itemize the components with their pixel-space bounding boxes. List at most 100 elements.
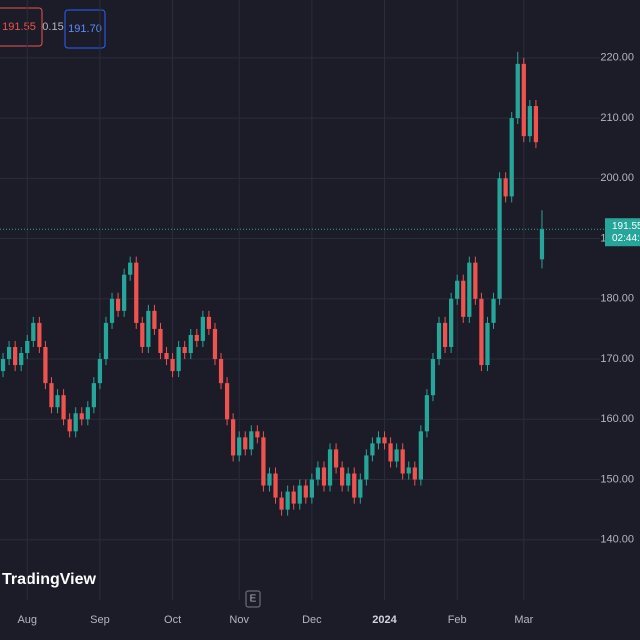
candle-body [85,407,90,420]
candle-body [0,359,6,372]
candle-body [206,316,212,329]
candle-body [249,431,254,450]
y-tick-label: 210.00 [600,112,634,124]
candle-body [152,310,157,329]
candle-body [218,359,224,384]
y-tick-label: 220.00 [600,52,634,64]
candle-body [382,437,387,444]
candle-body [6,346,12,360]
candle-body [49,383,54,408]
candle-body [346,473,351,486]
toolbar-button[interactable] [245,590,261,608]
candle-body [55,395,60,408]
candle-body [267,473,272,486]
candle-body [158,328,163,354]
candle-body [388,443,393,462]
candle-body [509,118,514,197]
candle-body [273,473,278,498]
candle-body [182,346,187,354]
candle-body [194,334,199,341]
candle-body [37,322,42,347]
y-tick-label: 180.00 [600,293,634,305]
buy-box[interactable] [64,9,106,49]
candle-body [527,106,532,137]
candle-body [315,467,321,480]
candle-body [394,449,399,462]
x-tick-label: 2024 [372,614,397,626]
candle-body [115,298,121,311]
candle-body [321,467,327,486]
candle-body [370,443,375,456]
candle-body [521,63,526,137]
toolbar-button-label[interactable]: E [250,594,257,605]
candle-body [418,431,423,480]
candle-body [243,437,248,450]
last-price-tag [605,218,640,247]
candle-body [461,280,466,317]
candle-body [297,485,302,504]
candle-body [479,298,484,366]
candle-body [255,431,260,438]
candle-body [303,485,308,498]
brand-logo: TradingView [2,571,97,588]
candle-body [170,359,175,372]
candle-body [164,353,169,360]
x-tick-label: Dec [302,614,322,626]
candle-body [146,310,151,347]
candle-body [364,455,369,480]
x-tick-label: Feb [448,614,467,626]
y-tick-label: 160.00 [600,413,634,425]
candle-body [19,353,24,366]
candle-body [134,262,139,323]
candle-body [103,322,109,360]
x-tick-label: Aug [17,614,37,626]
sell-box[interactable] [0,7,43,47]
candle-body [261,437,266,486]
candle-body [436,322,442,360]
candle-body [455,280,460,299]
candle-body [430,359,436,396]
candle-body [79,413,84,420]
y-tick-label: 170.00 [600,353,634,365]
candle-body [91,383,96,408]
candle-body [176,346,181,372]
candle-body [200,316,205,341]
countdown-label: 02:44:1 [612,233,640,244]
x-tick-label: Oct [164,614,181,626]
candle-body [61,395,66,420]
candle-body [539,229,545,260]
candle-body [279,497,284,510]
y-tick-label: 140.00 [600,534,634,546]
y-tick-label: 200.00 [600,172,634,184]
x-tick-label: Mar [514,614,533,626]
candle-body [291,491,296,504]
candle-body [491,298,496,323]
candle-body [503,178,508,197]
candle-body [340,467,345,486]
candle-body [412,467,417,480]
candle-body [533,106,539,143]
candle-body [109,298,115,323]
sell-price[interactable]: 191.55 [2,21,36,33]
candle-body [309,479,314,498]
candle-body [67,419,72,432]
buy-price[interactable]: 191.70 [68,23,102,35]
candle-body [212,328,218,360]
candle-body [467,262,472,317]
y-tick-label: 150.00 [600,473,634,485]
candle-body [13,346,18,366]
spread: 0.15 [42,21,63,33]
candle-body [485,322,490,366]
candle-body [128,262,133,275]
candle-body [333,449,339,468]
candle-body [188,334,193,354]
candle-body [442,322,448,347]
candle-body [97,359,103,384]
candle-body [237,437,242,456]
candle-body [376,437,381,444]
candle-body [352,473,357,498]
candle-body [224,383,230,420]
candle-body [73,413,78,432]
x-tick-label: Nov [229,614,249,626]
